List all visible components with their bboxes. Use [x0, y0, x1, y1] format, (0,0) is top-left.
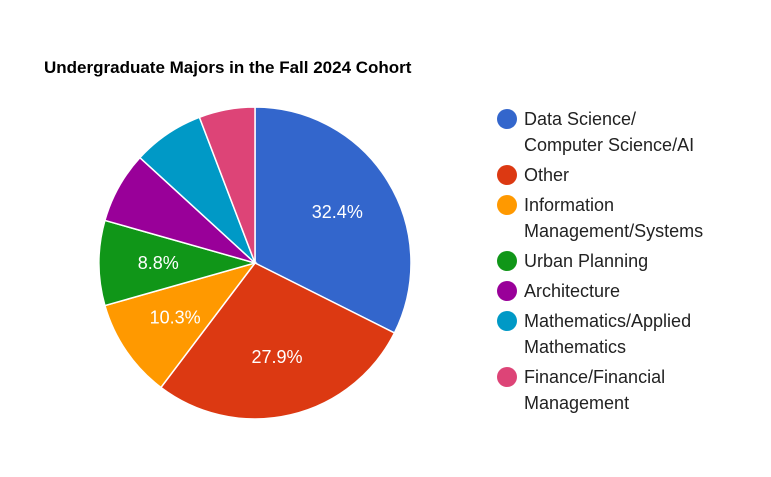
legend-item-6: Mathematics/Applied Mathematics: [497, 308, 767, 360]
legend-label-1: Data Science/ Computer Science/AI: [524, 109, 695, 155]
legend-swatch-2: [497, 165, 517, 185]
legend-label-3: Information Management/Systems: [524, 195, 704, 241]
chart-title: Undergraduate Majors in the Fall 2024 Co…: [44, 58, 412, 77]
legend-swatch-5: [497, 281, 517, 301]
legend: Data Science/ Computer Science/AI Other In…: [497, 106, 767, 420]
pie-slice-2: [159, 262, 396, 420]
pie-slice-4: [98, 219, 258, 307]
slice-label-3: 10.3%: [150, 308, 201, 328]
legend-label-6: Mathematics/Applied Mathematics: [524, 311, 692, 357]
legend-swatch-1: [497, 109, 517, 129]
slice-label-4: 8.8%: [138, 253, 179, 273]
legend-item-5: Architecture: [497, 278, 767, 304]
legend-swatch-7: [497, 367, 517, 387]
legend-label-2: Other: [524, 165, 570, 185]
slice-label-2: 27.9%: [251, 347, 302, 367]
legend-label-4: Urban Planning: [524, 251, 649, 271]
pie-slice-1: [254, 106, 412, 334]
pie-slice-7: [198, 106, 256, 264]
slice-label-1: 32.4%: [312, 202, 363, 222]
legend-item-3: Information Management/Systems: [497, 192, 767, 244]
legend-swatch-3: [497, 195, 517, 215]
legend-swatch-4: [497, 251, 517, 271]
legend-label-5: Architecture: [524, 281, 621, 301]
legend-item-2: Other: [497, 162, 767, 188]
legend-label-7: Finance/Financial Management: [524, 367, 666, 413]
legend-item-7: Finance/Financial Management: [497, 364, 767, 416]
pie-slice-3: [103, 261, 257, 389]
legend-swatch-6: [497, 311, 517, 331]
legend-item-1: Data Science/ Computer Science/AI: [497, 106, 767, 158]
legend-item-4: Urban Planning: [497, 248, 767, 274]
